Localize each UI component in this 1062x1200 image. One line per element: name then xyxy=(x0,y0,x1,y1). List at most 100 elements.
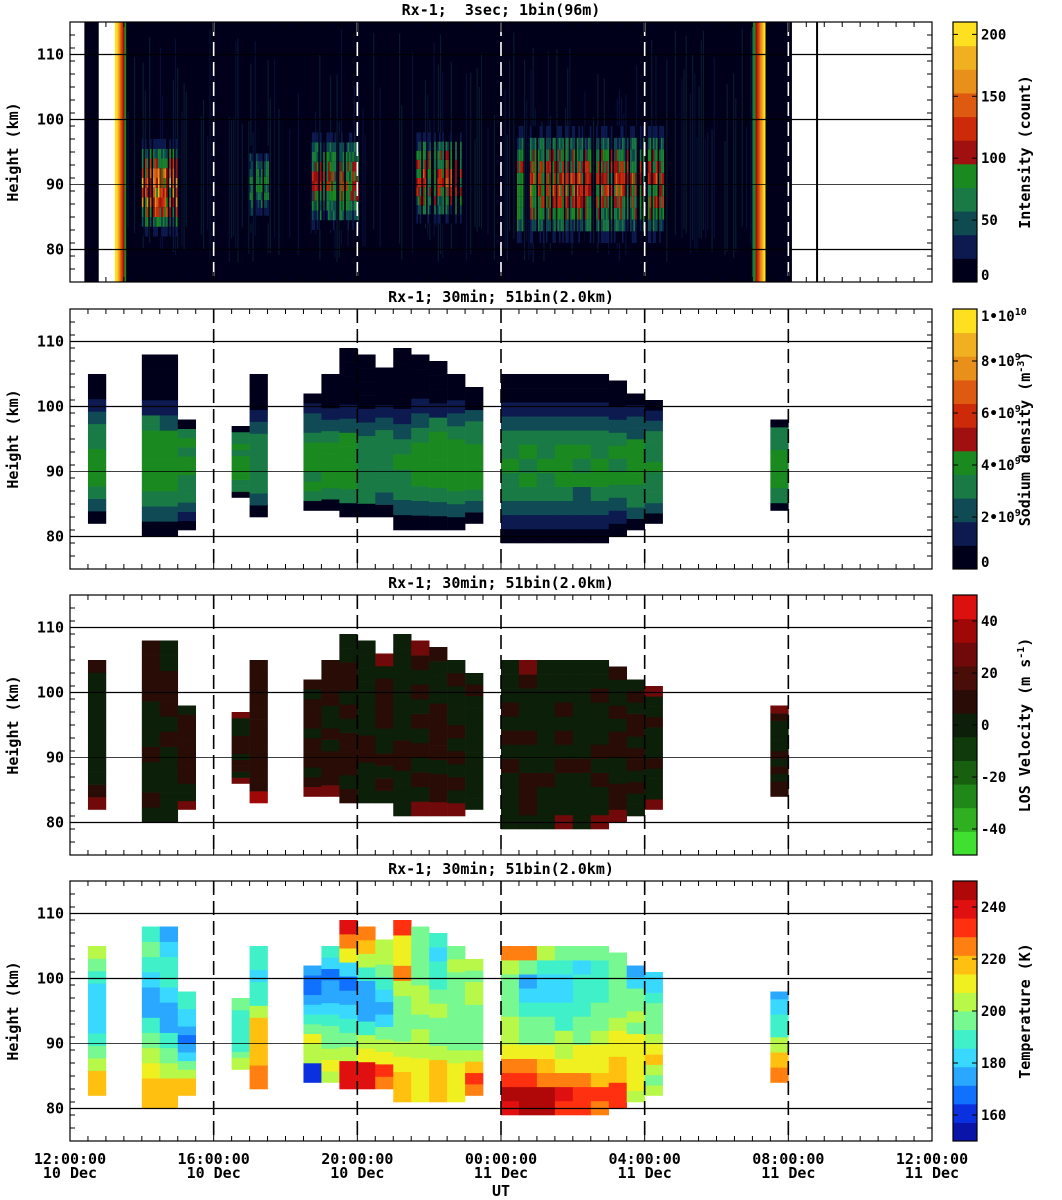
data-cell xyxy=(554,388,574,403)
intensity-cell xyxy=(560,196,563,208)
y-tick-label: 80 xyxy=(46,814,64,832)
intensity-cell xyxy=(659,126,661,138)
intensity-cell xyxy=(427,132,430,142)
data-cell xyxy=(590,458,610,473)
data-cell xyxy=(518,472,538,487)
intensity-cell xyxy=(440,132,443,142)
intensity-cell xyxy=(146,187,149,198)
data-cell xyxy=(393,664,412,680)
intensity-cell xyxy=(434,196,436,206)
intensity-cell xyxy=(518,184,521,197)
intensity-cell xyxy=(418,214,420,224)
data-cell xyxy=(447,738,466,752)
intensity-cell xyxy=(157,168,160,178)
data-cell xyxy=(87,772,107,785)
data-cell xyxy=(141,460,161,477)
intensity-cell xyxy=(560,137,563,150)
data-cell xyxy=(321,968,340,981)
intensity-cell xyxy=(605,137,608,150)
data-cell xyxy=(375,1051,394,1065)
intensity-cell xyxy=(145,158,147,169)
data-cell xyxy=(626,679,645,692)
data-cell xyxy=(518,716,538,731)
data-cell xyxy=(572,960,592,975)
data-cell xyxy=(321,716,340,729)
intensity-cell xyxy=(613,184,616,197)
intensity-cell xyxy=(331,161,333,172)
data-cell xyxy=(249,946,268,959)
intensity-cell xyxy=(419,141,422,151)
intensity-cell xyxy=(455,205,457,215)
data-cell xyxy=(411,471,430,487)
intensity-cell xyxy=(141,187,144,198)
intensity-cell xyxy=(357,132,359,143)
data-cell xyxy=(375,951,394,965)
data-cell xyxy=(357,694,376,709)
intensity-cell xyxy=(161,148,163,159)
y-tick-label: 110 xyxy=(37,333,64,351)
intensity-cell xyxy=(154,158,157,169)
data-cell xyxy=(357,476,376,491)
intensity-cell xyxy=(581,196,584,208)
data-cell xyxy=(87,797,107,810)
intensity-cell xyxy=(586,196,589,208)
intensity-cell xyxy=(450,150,452,160)
intensity-cell xyxy=(541,149,543,162)
intensity-cell xyxy=(156,207,158,217)
intensity-cell xyxy=(541,161,543,173)
intensity-cell xyxy=(347,200,350,211)
intensity-cell xyxy=(634,126,637,138)
data-cell xyxy=(141,777,161,793)
intensity-cell xyxy=(541,172,543,185)
data-cell xyxy=(572,744,592,759)
intensity-cell xyxy=(649,207,652,220)
data-cell xyxy=(393,514,412,531)
colorbar-swatch xyxy=(953,1103,977,1123)
intensity-cell xyxy=(334,200,337,211)
intensity-cell xyxy=(447,168,449,178)
data-cell xyxy=(375,429,394,443)
intensity-cell xyxy=(424,187,427,197)
intensity-cell xyxy=(620,184,623,197)
data-cell xyxy=(429,361,448,376)
intensity-cell xyxy=(662,196,665,208)
intensity-cell xyxy=(169,168,171,178)
intensity-cell xyxy=(329,210,332,221)
data-cell xyxy=(608,445,628,459)
intensity-cell xyxy=(626,137,629,150)
data-cell xyxy=(231,741,250,749)
intensity-cell xyxy=(445,196,448,206)
intensity-cell xyxy=(156,217,158,227)
intensity-cell xyxy=(424,168,427,178)
intensity-cell xyxy=(169,217,171,227)
intensity-cell xyxy=(249,215,252,224)
x-tick-date: 11 Dec xyxy=(905,1164,959,1182)
intensity-cell xyxy=(445,178,448,188)
intensity-cell xyxy=(584,172,587,185)
intensity-cell xyxy=(313,220,316,230)
data-cell xyxy=(339,934,358,949)
data-cell xyxy=(429,947,448,962)
intensity-cell xyxy=(326,171,329,182)
intensity-cell xyxy=(267,184,269,193)
intensity-cell xyxy=(259,215,261,224)
data-cell xyxy=(321,453,340,466)
intensity-cell xyxy=(162,178,165,188)
data-cell xyxy=(554,1030,574,1045)
intensity-cell xyxy=(655,149,658,162)
intensity-cell xyxy=(518,149,521,162)
data-column-22 xyxy=(590,374,610,544)
noise-streak xyxy=(741,28,743,227)
intensity-cell xyxy=(596,184,598,197)
intensity-cell xyxy=(319,181,322,191)
noise-streak xyxy=(254,41,256,236)
intensity-cell xyxy=(597,172,600,185)
data-cell xyxy=(231,1003,250,1011)
intensity-cell xyxy=(175,217,178,227)
intensity-cell xyxy=(145,187,147,198)
data-cell xyxy=(590,1058,610,1074)
intensity-cell xyxy=(427,196,430,206)
data-cell xyxy=(159,1017,179,1033)
intensity-cell xyxy=(319,200,322,211)
